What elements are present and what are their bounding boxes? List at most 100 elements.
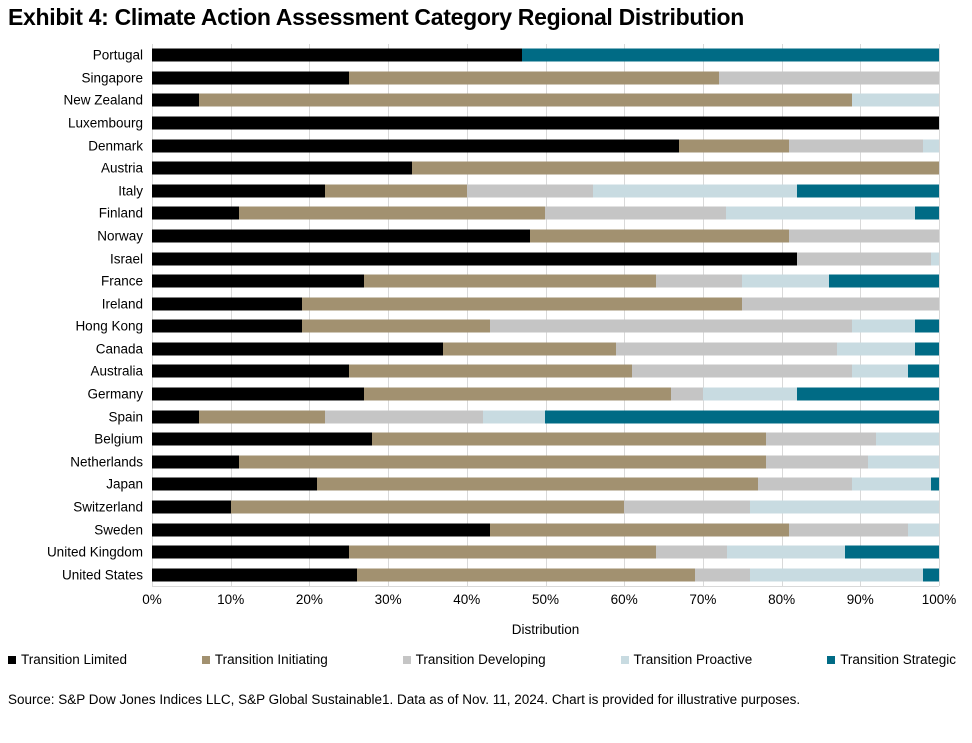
bar-segment — [789, 139, 924, 153]
gridline — [860, 44, 862, 586]
bar-segment — [876, 432, 939, 446]
bar-segment — [152, 161, 412, 175]
bar-segment — [907, 523, 939, 537]
bar-segment — [797, 184, 939, 198]
bar-segment — [152, 523, 491, 537]
bar-segment — [152, 48, 522, 62]
bar-segment — [301, 297, 743, 311]
category-label: New Zealand — [63, 92, 143, 108]
legend-item: Transition Strategic — [827, 652, 956, 667]
bar-track — [152, 93, 939, 107]
x-tick-label: 30% — [374, 592, 402, 607]
x-axis-title: Distribution — [511, 622, 580, 637]
bar-track — [152, 116, 939, 130]
category-label: Netherlands — [70, 454, 143, 470]
category-label: United Kingdom — [46, 544, 143, 560]
bar-segment — [742, 274, 829, 288]
bar-segment — [152, 432, 373, 446]
category-label: Sweden — [94, 522, 143, 538]
bar-segment — [655, 274, 743, 288]
x-tick-label: 40% — [453, 592, 481, 607]
bar-segment — [923, 568, 939, 582]
bar-segment — [789, 229, 939, 243]
bar-segment — [765, 432, 877, 446]
bar-segment — [789, 523, 908, 537]
legend-swatch-icon — [8, 655, 16, 664]
chart-row: Ireland — [102, 292, 939, 315]
bar-segment — [529, 229, 790, 243]
bar-segment — [828, 274, 939, 288]
bar-segment — [152, 139, 680, 153]
x-tick-label: 50% — [531, 592, 560, 607]
bar-segment — [923, 139, 939, 153]
bar-segment — [545, 410, 939, 424]
chart-row: New Zealand — [63, 89, 939, 112]
legend-swatch-icon — [201, 655, 210, 664]
bar-segment — [152, 342, 444, 356]
bar-track — [152, 387, 939, 401]
legend-label: Transition Initiating — [214, 652, 328, 667]
bar-segment — [797, 387, 939, 401]
bar-segment — [757, 477, 853, 491]
gridline — [624, 44, 626, 586]
chart-title: Exhibit 4: Climate Action Assessment Cat… — [8, 4, 745, 30]
gridline — [702, 44, 704, 586]
bar-segment — [199, 93, 853, 107]
chart-row: Australia — [90, 360, 939, 383]
bar-segment — [238, 206, 546, 220]
bar-track — [152, 455, 939, 469]
bar-segment — [152, 184, 326, 198]
chart-row: Singapore — [81, 67, 939, 90]
chart-row: Portugal — [93, 44, 939, 67]
category-label: Portugal — [92, 47, 143, 63]
gridline — [466, 44, 468, 586]
bar-track — [152, 410, 939, 424]
bar-segment — [844, 545, 939, 559]
legend-swatch-icon — [402, 655, 411, 664]
bar-segment — [695, 568, 751, 582]
category-label: Australia — [90, 363, 143, 379]
gridline — [545, 44, 547, 586]
source-note: Source: S&P Dow Jones Indices LLC, S&P G… — [8, 692, 801, 707]
bar-segment — [750, 500, 939, 514]
bar-segment — [931, 252, 939, 266]
x-tick-label: 10% — [217, 592, 245, 607]
bar-segment — [348, 71, 719, 85]
category-label: Italy — [118, 183, 143, 199]
bar-segment — [545, 206, 727, 220]
bar-segment — [797, 252, 932, 266]
bar-segment — [411, 161, 939, 175]
bar-segment — [152, 252, 798, 266]
chart-row: Canada — [96, 338, 939, 361]
category-label: Singapore — [81, 70, 143, 86]
category-label: Switzerland — [73, 499, 143, 515]
chart-row: Switzerland — [73, 496, 939, 519]
bar-track — [152, 545, 939, 559]
bar-segment — [750, 568, 924, 582]
bar-segment — [726, 545, 845, 559]
legend-swatch-icon — [827, 655, 836, 664]
category-label: Israel — [109, 251, 143, 267]
bar-segment — [852, 364, 908, 378]
bar-segment — [364, 387, 672, 401]
legend-item: Transition Limited — [8, 652, 127, 667]
bar-track — [152, 274, 939, 288]
bar-track — [152, 206, 939, 220]
gridline — [781, 44, 783, 586]
category-label: Ireland — [101, 296, 143, 312]
legend-label: Transition Limited — [21, 652, 128, 667]
category-label: France — [100, 273, 143, 289]
bar-segment — [152, 477, 318, 491]
bar-segment — [742, 297, 939, 311]
bar-segment — [152, 410, 200, 424]
bar-segment — [671, 387, 703, 401]
category-label: Spain — [108, 409, 143, 425]
bar-track — [152, 48, 939, 62]
bar-segment — [348, 545, 656, 559]
chart-row: Sweden — [94, 518, 939, 541]
bar-segment — [152, 229, 530, 243]
bar-segment — [348, 364, 633, 378]
bar-segment — [632, 364, 853, 378]
x-axis-ticks: 0% 10% 20% 30% 40% 50% 60% 70% 80% 90% 100% — [142, 592, 956, 608]
bar-segment — [364, 274, 656, 288]
